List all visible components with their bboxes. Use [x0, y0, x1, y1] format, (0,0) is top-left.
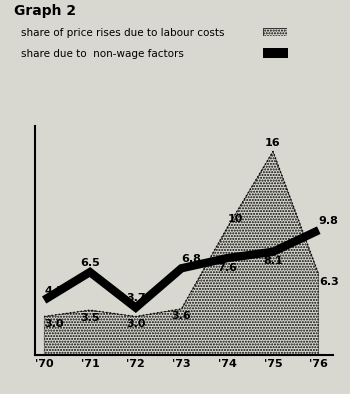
Text: share of price rises due to labour costs: share of price rises due to labour costs [21, 28, 224, 37]
Text: 9.8: 9.8 [319, 216, 339, 226]
Text: 3.7: 3.7 [126, 293, 146, 303]
Text: 3.6: 3.6 [172, 311, 191, 322]
Text: 6.5: 6.5 [80, 258, 100, 268]
Text: Graph 2: Graph 2 [14, 4, 76, 18]
Text: 6.8: 6.8 [181, 254, 201, 264]
Text: 8.1: 8.1 [263, 256, 283, 266]
Text: 3.5: 3.5 [80, 313, 100, 323]
Text: 4.3: 4.3 [44, 286, 64, 296]
Text: 7.6: 7.6 [217, 262, 237, 273]
Text: 3.0: 3.0 [126, 319, 146, 329]
Text: 16: 16 [265, 138, 281, 148]
Text: 6.3: 6.3 [319, 277, 338, 287]
Text: 3.0: 3.0 [44, 319, 64, 329]
Text: share due to  non-wage factors: share due to non-wage factors [21, 49, 184, 59]
Text: 10: 10 [227, 214, 243, 224]
